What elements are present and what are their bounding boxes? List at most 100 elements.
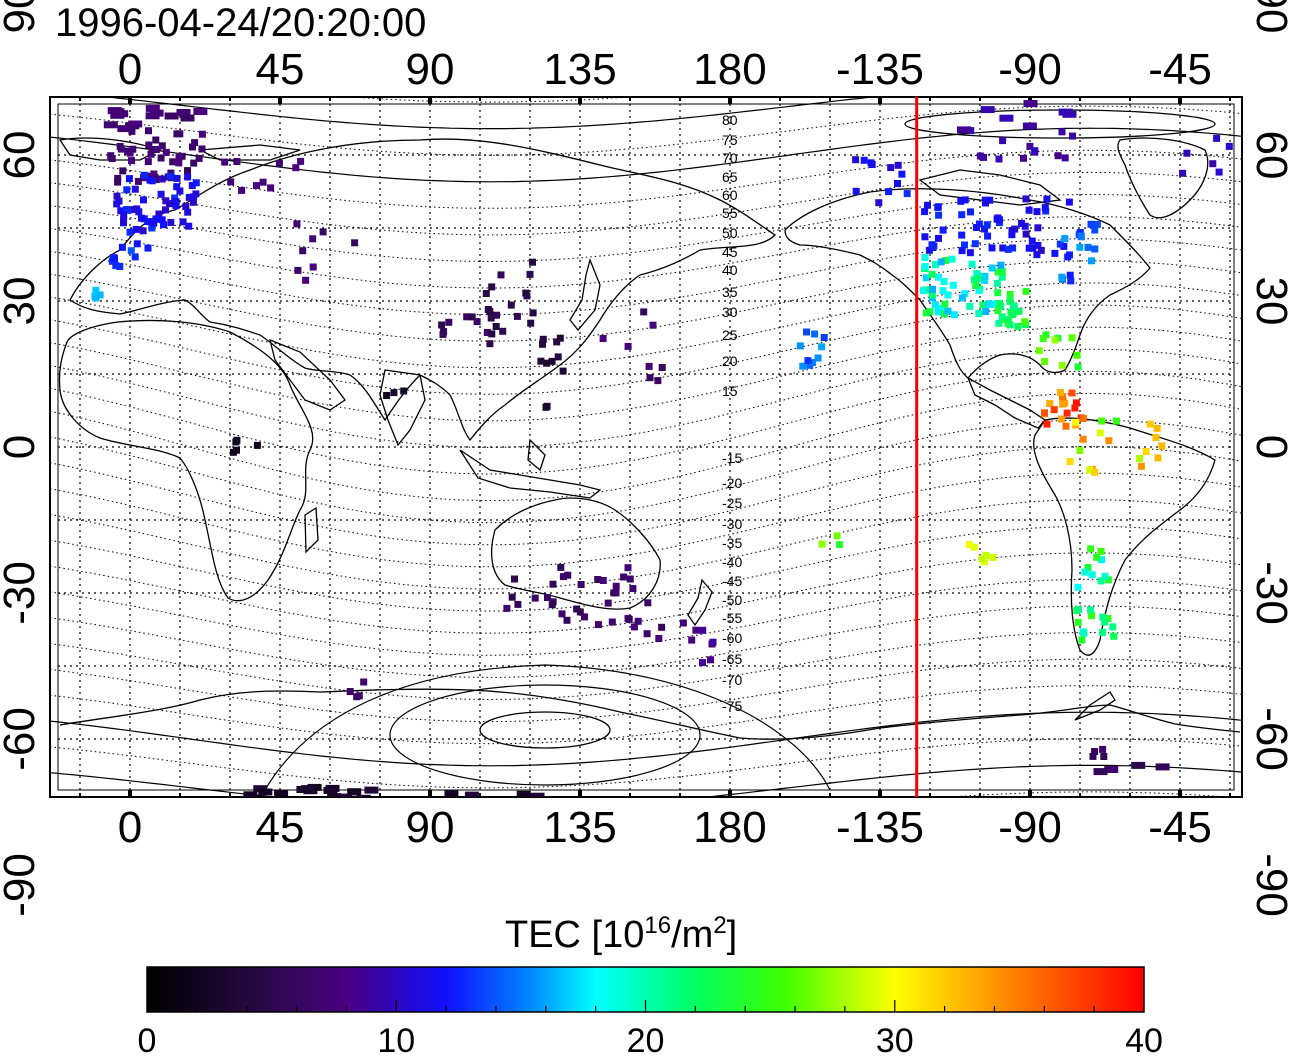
tec-cell	[925, 246, 933, 254]
tec-cell	[804, 357, 812, 365]
coast-new-zealand	[687, 578, 713, 627]
tec-cell	[92, 294, 100, 302]
tec-cell	[630, 623, 638, 631]
tec-cell	[184, 173, 192, 181]
tec-cell	[940, 310, 948, 318]
tec-cell	[624, 342, 632, 350]
tec-cell	[205, 67, 219, 74]
tec-cell	[158, 216, 166, 224]
tec-cell	[189, 143, 196, 151]
colorbar-gradient	[146, 966, 1145, 1013]
left-latitude-axis: 90 60 30 0 -30 -60 -90	[0, 0, 44, 917]
tec-cell	[898, 170, 906, 178]
tec-cell	[205, 71, 219, 78]
tec-cell	[573, 605, 581, 613]
tec-cell	[975, 286, 983, 294]
tec-cell	[1093, 220, 1101, 228]
tec-cell	[544, 594, 551, 601]
tec-cell	[140, 171, 148, 179]
tec-cell	[934, 308, 942, 316]
coast-greenland	[1117, 137, 1209, 219]
tec-cell	[111, 255, 118, 262]
tec-cell	[958, 211, 966, 219]
tec-cell	[961, 241, 968, 249]
tec-cell	[1155, 763, 1170, 771]
tec-cell	[1088, 571, 1096, 579]
tec-cell	[920, 287, 927, 295]
tec-cell	[112, 262, 120, 270]
coast-indonesia	[459, 438, 602, 499]
maglat-contour	[50, 472, 1242, 568]
tec-cell	[529, 258, 536, 266]
tec-cell	[302, 276, 310, 284]
tec-cell	[189, 65, 203, 72]
tec-cell	[973, 270, 981, 277]
colorbar-tick-label: 30	[876, 1022, 914, 1057]
tec-cell	[499, 327, 507, 335]
tec-cell	[937, 258, 945, 266]
coast-antarctic-peninsula	[1074, 691, 1116, 721]
tec-cell	[299, 247, 307, 255]
tec-cell	[975, 310, 983, 317]
tec-cell	[180, 114, 195, 122]
tec-cell	[1034, 241, 1042, 249]
tec-cell	[958, 294, 966, 302]
tec-cell	[944, 291, 952, 299]
map-title: 1996-04-24/20:20:00	[55, 1, 426, 45]
tec-cell	[709, 638, 717, 646]
tec-cell	[319, 228, 327, 236]
tec-cell	[1018, 219, 1025, 227]
tec-cell	[1004, 245, 1012, 253]
tec-cell	[982, 308, 990, 315]
tec-cell	[1091, 245, 1099, 253]
tec-cell	[640, 308, 648, 316]
tec-cell	[157, 154, 165, 162]
tec-cell	[970, 543, 978, 551]
tec-cell	[559, 573, 567, 581]
tec-cell	[982, 551, 990, 559]
tec-cell	[139, 227, 147, 235]
tec-cell	[1063, 409, 1071, 417]
coast-north-america	[784, 188, 1151, 379]
tec-cell	[1087, 545, 1095, 553]
magnetic-latitude-contours: 80 75 70 65 60 55 50 45 40 35 30 25 20 15 -15 -20 -25 -30…	[50, 97, 1242, 797]
tec-cell	[488, 283, 496, 291]
tec-cell	[983, 66, 997, 73]
tec-cell	[993, 279, 1001, 287]
right-lat-tick-label: 0	[1247, 435, 1292, 459]
tec-cell	[128, 157, 135, 165]
tec-cell	[929, 285, 936, 293]
tec-cell	[997, 261, 1005, 269]
tec-cell	[133, 240, 141, 248]
tec-cell	[508, 593, 516, 601]
colorbar-label-exp2: 2	[713, 912, 726, 939]
maglat-contour	[50, 393, 1242, 501]
colorbar-tick-label: 10	[377, 1022, 415, 1057]
tec-cell	[1023, 100, 1038, 107]
tec-cell	[444, 790, 459, 797]
tec-cell	[875, 199, 883, 207]
tec-cell	[176, 109, 191, 116]
coast-australia	[491, 497, 661, 610]
tec-cell	[1026, 142, 1034, 150]
maglat-label: -20	[722, 475, 742, 491]
tec-cell	[1084, 243, 1092, 251]
tec-cell	[116, 143, 124, 150]
tec-cell	[149, 109, 164, 117]
tec-cell	[939, 287, 947, 295]
tec-cell	[1097, 577, 1105, 585]
tec-cell	[152, 136, 160, 144]
tec-cell	[530, 792, 545, 797]
tec-cell	[999, 137, 1007, 145]
tec-cell	[1215, 168, 1223, 176]
tec-cell	[114, 178, 122, 186]
tec-cell	[126, 228, 134, 236]
tec-cell	[852, 156, 860, 164]
tec-cell	[692, 626, 700, 634]
tec-cell	[658, 623, 666, 631]
tec-cell	[1009, 244, 1017, 252]
tec-cell	[179, 218, 187, 226]
tec-cell	[152, 146, 160, 153]
tec-cell	[643, 630, 651, 638]
maglat-contour	[50, 304, 1242, 395]
